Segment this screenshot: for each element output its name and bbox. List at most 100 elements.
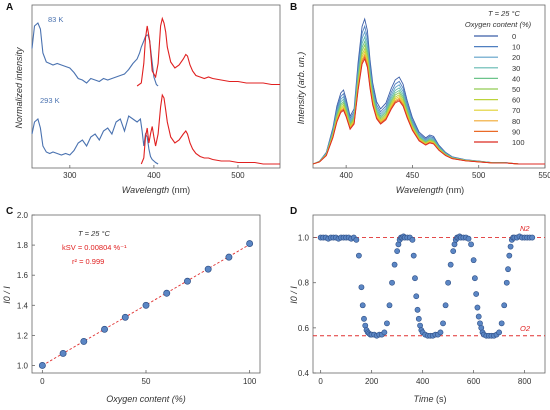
label-83k: 83 K <box>48 15 63 24</box>
panel-d-x-tick-label: 600 <box>467 377 481 386</box>
panel-c-y-axis-label: I0 / I <box>2 286 12 304</box>
panel-b-series-line-100 <box>312 57 545 165</box>
panel-d-point <box>412 275 418 282</box>
panel-b-x-label-unit: (nm) <box>446 185 465 195</box>
panel-d-point <box>413 293 420 300</box>
panel-d-level-lines <box>313 237 545 337</box>
panel-d-y-tick-label: 0.8 <box>298 279 310 288</box>
panel-b-y-axis-label: Intensity (arb. un.) <box>296 52 306 125</box>
panel-d-point <box>359 302 366 309</box>
panel-b-legend-label-30: 30 <box>512 64 520 73</box>
panel-d-x-tick-label: 400 <box>416 377 430 386</box>
panel-d-y-tick-label: 1.0 <box>298 234 310 243</box>
panel-d-point <box>450 248 457 255</box>
panel-a: 300 400 500 83 K 293 K Normalized intensit… <box>14 4 281 195</box>
panel-c-fit <box>42 244 250 366</box>
panel-d-x-axis-label: Time (s) <box>414 394 447 404</box>
panel-c-x-ticks: 0 50 100 <box>40 370 257 386</box>
panel-a-x-tick-label: 400 <box>147 171 161 180</box>
panel-a-x-label-main: Wavelength <box>122 185 169 195</box>
panel-a-series-line-3 <box>140 93 280 165</box>
panel-c-ann-ksv: kSV = 0.00804 %⁻¹ <box>62 243 127 252</box>
panel-b-x-tick-label: 400 <box>339 171 353 180</box>
panel-b-legend-label-90: 90 <box>512 127 520 136</box>
panel-c-y-tick-label: 1.6 <box>17 271 29 280</box>
panel-d-point <box>505 266 511 273</box>
panel-c: 0 50 100 1.0 1.2 1.4 1.6 1.8 2.0 T = 25 °C kSV … <box>2 211 261 404</box>
panel-d: 0 200 400 600 800 0.40.60.81.0 N2 O2 I0 / I … <box>289 214 546 404</box>
panel-c-x-tick-label: 50 <box>142 377 151 386</box>
panel-d-point <box>358 284 365 291</box>
panel-c-frame <box>31 214 261 374</box>
panel-a-x-ticks: 300 400 500 <box>63 165 245 180</box>
panel-d-x-tick-label: 200 <box>365 377 379 386</box>
panel-d-point <box>465 235 472 242</box>
panel-d-point <box>394 248 401 255</box>
panel-d-x-tick-label: 0 <box>318 377 323 386</box>
panel-b-x-tick-label: 500 <box>472 171 486 180</box>
panel-b-x-ticks: 400 450 500 550 <box>339 165 550 180</box>
panel-d-x-label-main: Time <box>414 394 434 404</box>
panel-c-point <box>38 362 46 369</box>
panel-b-legend-label-60: 60 <box>512 96 520 105</box>
panel-d-y-tick-label: 0.6 <box>298 324 310 333</box>
panel-c-y-ticks: 1.0 1.2 1.4 1.6 1.8 2.0 <box>17 211 35 370</box>
panel-b-x-tick-label: 450 <box>406 171 420 180</box>
panel-d-point <box>529 234 536 241</box>
panel-d-y-axis-label: I0 / I <box>289 286 299 304</box>
panel-c-point <box>121 313 129 321</box>
panel-c-point <box>225 253 233 261</box>
panel-a-x-axis-label: Wavelength (nm) <box>122 185 190 195</box>
panel-d-point <box>409 236 416 243</box>
panel-d-point <box>447 261 454 268</box>
panel-b-series <box>312 17 545 165</box>
panel-d-point <box>355 252 362 259</box>
panel-d-point <box>353 236 360 243</box>
panel-d-points <box>317 233 536 339</box>
panel-c-x-tick-label: 0 <box>40 377 45 386</box>
panel-d-point <box>410 252 417 259</box>
panel-c-point <box>142 301 150 309</box>
panel-b-legend-label-0: 0 <box>512 32 516 41</box>
panel-a-series-line-2 <box>31 115 159 165</box>
panel-d-point <box>506 252 513 259</box>
panel-c-point <box>163 289 171 297</box>
panel-d-point <box>501 302 508 309</box>
panel-a-x-tick-label: 300 <box>63 171 77 180</box>
label-293k: 293 K <box>40 96 60 105</box>
panel-c-ann-temp: T = 25 °C <box>78 229 111 238</box>
panel-d-point <box>442 302 449 309</box>
panel-d-point <box>391 261 398 268</box>
panel-b-x-axis-label: Wavelength (nm) <box>396 185 464 195</box>
panel-c-y-tick-label: 2.0 <box>17 211 29 220</box>
panel-c-ann-r2: r² = 0.999 <box>72 257 104 266</box>
panel-b-legend-label-40: 40 <box>512 74 520 83</box>
panel-d-point <box>471 275 478 282</box>
panel-d-x-label-unit: (s) <box>436 394 447 404</box>
panel-c-y-tick-label: 1.8 <box>17 241 29 250</box>
label-n2: N2 <box>520 224 530 233</box>
panel-b: 400 450 500 550 T = 25 °C Oxygen content (%… <box>296 4 550 195</box>
panel-c-point <box>101 325 108 333</box>
panel-a-series-line-1 <box>136 16 280 87</box>
panel-d-point <box>381 329 388 336</box>
panel-b-legend-label-10: 10 <box>512 43 520 52</box>
panel-b-legend-label-80: 80 <box>512 117 520 126</box>
panel-d-y-ticks: 0.4 0.6 0.8 1.0 <box>298 234 316 378</box>
panel-d-point <box>503 279 510 286</box>
panel-d-point <box>415 315 422 322</box>
panel-d-point <box>440 320 446 327</box>
panel-b-series-line-20 <box>312 30 545 165</box>
panel-d-point <box>474 304 481 311</box>
panel-letter-c: C <box>6 206 13 217</box>
panel-b-x-label-main: Wavelength <box>396 185 443 195</box>
panel-b-series-line-30 <box>312 35 545 165</box>
panel-c-point <box>59 349 67 357</box>
panel-d-point <box>496 329 503 336</box>
panel-b-x-tick-label: 550 <box>538 171 550 180</box>
panel-d-y-tick-label: 0.4 <box>298 369 310 378</box>
panel-b-legend-label-20: 20 <box>512 53 520 62</box>
panel-d-point <box>386 302 393 309</box>
panel-d-point <box>468 241 474 248</box>
panel-letter-b: B <box>290 2 297 13</box>
